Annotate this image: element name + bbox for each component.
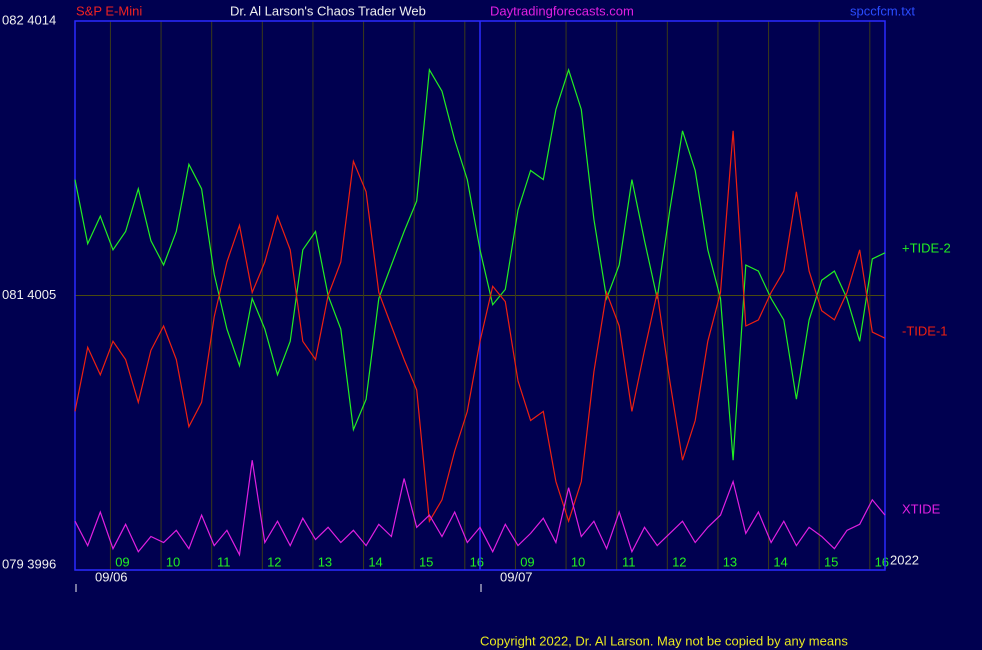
instrument-label: S&P E-Mini [76, 3, 142, 18]
year-label: 2022 [890, 552, 919, 567]
y-tick-label: 079 3996 [2, 556, 56, 571]
x-tick-label: 16 [470, 554, 484, 569]
y-tick-label: 082 4014 [2, 12, 56, 27]
legend-label: -TIDE-1 [902, 323, 948, 338]
legend-label: XTIDE [902, 501, 941, 516]
plot-border [74, 20, 886, 571]
website-label: Daytradingforecasts.com [490, 3, 634, 18]
date-label: 09/07 [500, 569, 533, 584]
x-tick-label: 09 [520, 554, 534, 569]
series-line [74, 460, 886, 557]
date-label: 09/06 [95, 569, 128, 584]
x-tick-label: 15 [824, 554, 838, 569]
x-tick-label: 12 [267, 554, 281, 569]
x-tick-label: 12 [672, 554, 686, 569]
x-tick-label: 14 [773, 554, 787, 569]
x-tick-label: 11 [622, 554, 636, 569]
copyright: Copyright 2022, Dr. Al Larson. May not b… [480, 633, 848, 648]
y-tick-label: 081 4005 [2, 287, 56, 302]
x-tick-label: 15 [419, 554, 433, 569]
chart-title: Dr. Al Larson's Chaos Trader Web [230, 3, 426, 18]
x-tick-label: 14 [368, 554, 382, 569]
series-line [74, 130, 886, 524]
series-line [74, 67, 886, 461]
x-tick-label: 16 [875, 554, 889, 569]
x-tick-label: 11 [217, 554, 231, 569]
x-tick-label: 13 [318, 554, 332, 569]
file-name: spccfcm.txt [850, 3, 915, 18]
x-tick-label: 09 [115, 554, 129, 569]
x-tick-label: 13 [723, 554, 737, 569]
x-tick-label: 10 [571, 554, 585, 569]
x-tick-label: 10 [166, 554, 180, 569]
legend-label: +TIDE-2 [902, 240, 951, 255]
